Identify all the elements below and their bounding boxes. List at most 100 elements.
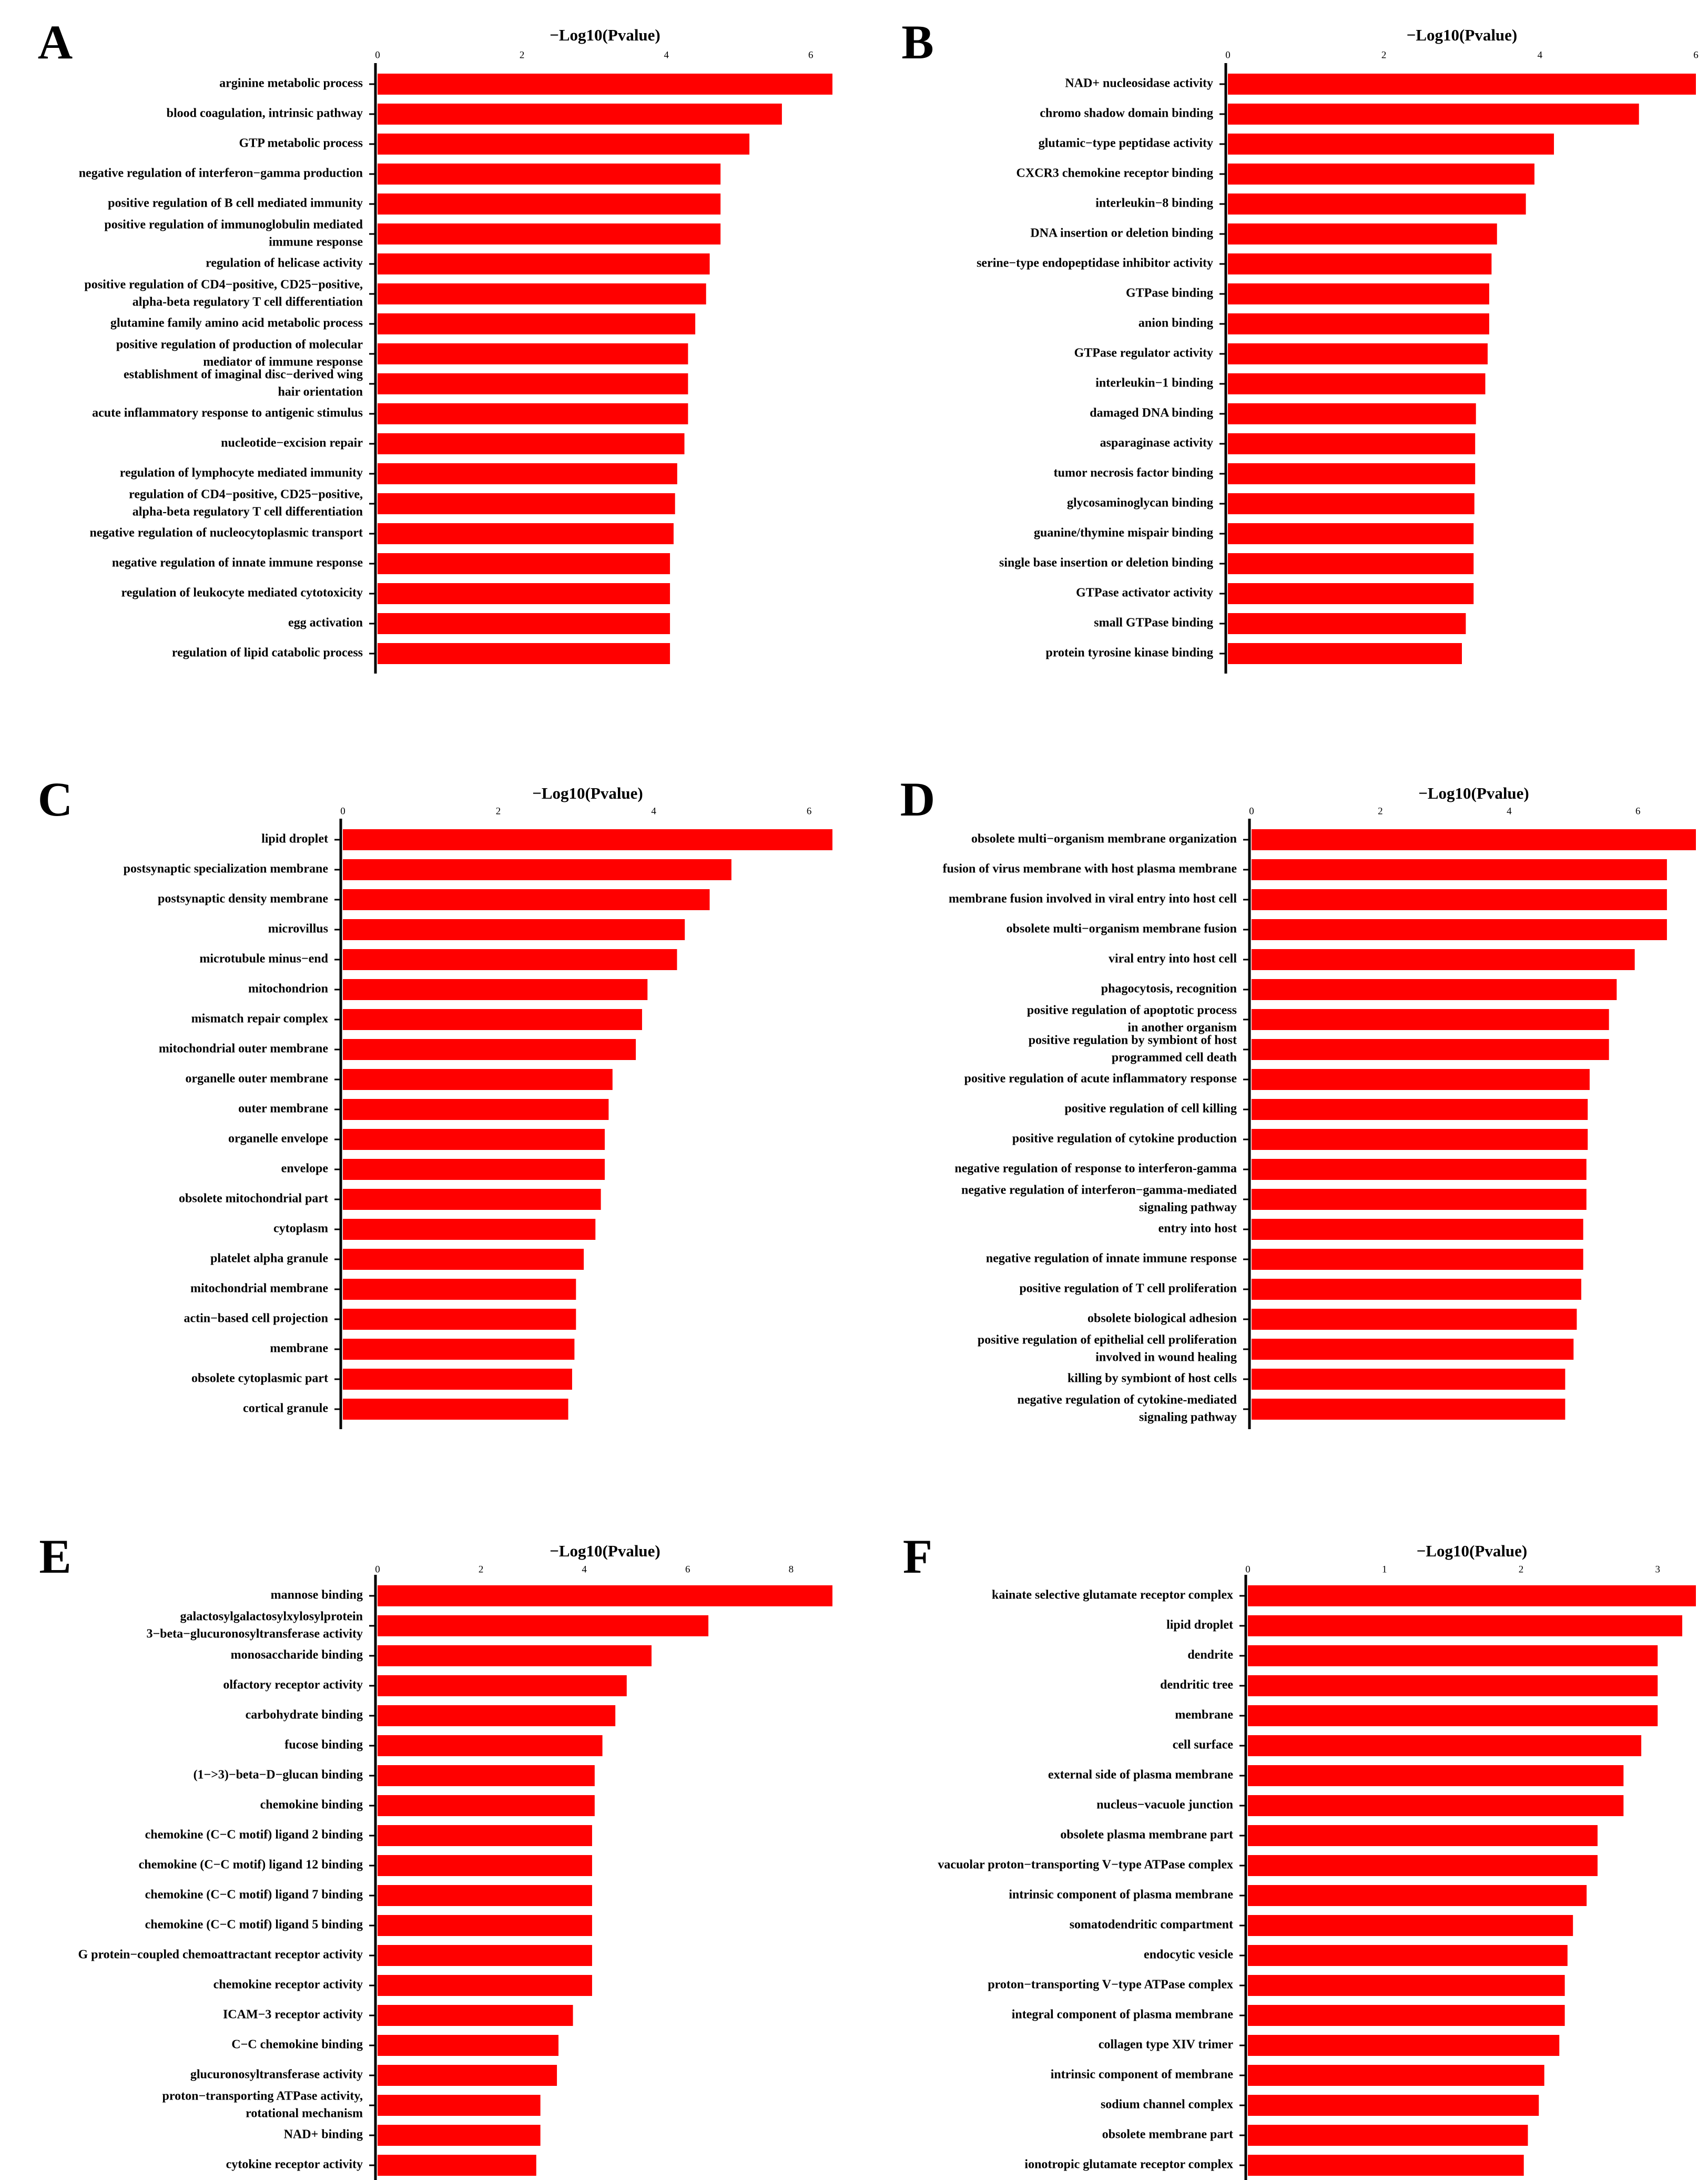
- bar: [343, 859, 731, 880]
- category-label: external side of plasma membrane: [1048, 1768, 1233, 1782]
- bar: [1252, 1009, 1609, 1030]
- category-label: actin−based cell projection: [184, 1312, 328, 1326]
- bar: [343, 1339, 575, 1360]
- category-label: (1−>3)−beta−D−glucan binding: [194, 1768, 363, 1782]
- x-axis-label: −Log10(Pvalue): [1417, 1542, 1528, 1560]
- category-label: regulation of helicase activity: [206, 257, 363, 270]
- x-tick-label: 2: [479, 1564, 484, 1575]
- x-tick-label: 4: [664, 49, 669, 60]
- x-tick-label: 2: [496, 806, 501, 817]
- bar: [378, 283, 706, 304]
- bar: [1252, 1219, 1583, 1240]
- bar: [1228, 523, 1474, 544]
- category-label: chemokine (C−C motif) ligand 7 binding: [145, 1888, 363, 1902]
- x-tick-label: 2: [1519, 1564, 1524, 1575]
- bar: [378, 2125, 541, 2146]
- bar: [1228, 613, 1466, 634]
- category-label: blood coagulation, intrinsic pathway: [167, 107, 363, 120]
- category-label: killing by symbiont of host cells: [1068, 1372, 1237, 1386]
- bar: [1228, 553, 1474, 574]
- category-label: fusion of virus membrane with host plasm…: [943, 862, 1237, 876]
- bar: [1228, 193, 1526, 215]
- category-label: collagen type XIV trimer: [1099, 2038, 1234, 2052]
- category-label: obsolete plasma membrane part: [1060, 1828, 1233, 1842]
- category-label: viral entry into host cell: [1109, 952, 1237, 966]
- category-label: regulation of CD4−positive, CD25−positiv…: [129, 488, 363, 519]
- bar: [378, 493, 675, 514]
- bar: [343, 1279, 576, 1300]
- category-label: G protein−coupled chemoattractant recept…: [78, 1948, 363, 1962]
- category-label: positive regulation of production of mol…: [116, 338, 363, 369]
- bar: [378, 553, 670, 574]
- x-axis-label: −Log10(Pvalue): [1407, 26, 1518, 44]
- category-label: positive regulation of cell killing: [1064, 1102, 1237, 1116]
- category-label: chemokine binding: [260, 1798, 363, 1812]
- panel-letter: A: [38, 15, 73, 69]
- category-label: cell surface: [1173, 1738, 1234, 1752]
- bar: [378, 343, 688, 364]
- category-label: obsolete mitochondrial part: [179, 1192, 328, 1206]
- category-label: vacuolar proton−transporting V−type ATPa…: [938, 1858, 1233, 1872]
- category-label: membrane fusion involved in viral entry …: [949, 892, 1237, 906]
- bar: [378, 433, 685, 454]
- category-label: glutamic−type peptidase activity: [1039, 137, 1213, 150]
- category-label: interleukin−1 binding: [1095, 376, 1213, 390]
- panel-c: C −Log10(Pvalue) 0 2 4 6 lipid droplet postsyna…: [38, 772, 832, 1429]
- bar: [378, 1735, 603, 1756]
- bar: [1248, 2035, 1560, 2056]
- bar: [1252, 1039, 1609, 1060]
- bar: [343, 1159, 605, 1180]
- panel-b: B −Log10(Pvalue) 0 2 4 6 NAD+ nucleosidase act…: [901, 15, 1699, 674]
- category-label: negative regulation of innate immune res…: [112, 556, 363, 570]
- bar: [1248, 1825, 1598, 1846]
- bar: [378, 1765, 595, 1786]
- bar: [378, 1945, 592, 1966]
- bar: [343, 1099, 609, 1120]
- category-label: positive regulation by symbiont of host p…: [1029, 1034, 1237, 1065]
- bar: [1228, 583, 1474, 604]
- bar: [1228, 253, 1492, 274]
- bar: [1228, 74, 1696, 95]
- x-tick-label: 4: [651, 806, 656, 817]
- category-label: outer membrane: [238, 1102, 328, 1116]
- category-label: positive regulation of B cell mediated i…: [108, 197, 363, 210]
- bar: [1248, 1915, 1573, 1936]
- category-label: phagocytosis, recognition: [1101, 982, 1237, 996]
- bar: [343, 1009, 642, 1030]
- category-label: single base insertion or deletion bindin…: [999, 556, 1213, 570]
- category-label: lipid droplet: [261, 832, 328, 846]
- bar: [1252, 829, 1696, 850]
- bar: [1248, 2125, 1528, 2146]
- panel-a: A −Log10(Pvalue) 0 2 4 6 arginine metabolic pr…: [38, 15, 832, 674]
- bar: [378, 463, 677, 484]
- bar: [1228, 283, 1489, 304]
- category-label: proton−transporting V−type ATPase comple…: [988, 1978, 1233, 1992]
- bar: [378, 583, 670, 604]
- bar: [378, 193, 721, 215]
- bar: [378, 1795, 595, 1816]
- category-label: sodium channel complex: [1101, 2098, 1233, 2112]
- panel-letter: B: [901, 15, 933, 69]
- bar: [343, 1399, 568, 1420]
- category-label: dendritic tree: [1160, 1678, 1233, 1692]
- bar: [378, 313, 696, 334]
- bar: [378, 2005, 573, 2026]
- bar: [378, 523, 674, 544]
- category-label: somatodendritic compartment: [1070, 1918, 1233, 1932]
- bar: [378, 1705, 616, 1726]
- category-label: CXCR3 chemokine receptor binding: [1016, 167, 1213, 180]
- category-label: anion binding: [1138, 317, 1213, 330]
- category-label: chemokine (C−C motif) ligand 5 binding: [145, 1918, 363, 1932]
- x-axis-label: −Log10(Pvalue): [532, 784, 643, 802]
- category-label: positive regulation of CD4−positive, CD2…: [84, 278, 363, 309]
- bar: [1248, 1885, 1587, 1906]
- bar: [1252, 1069, 1590, 1090]
- category-label: positive regulation of acute inflammator…: [964, 1072, 1237, 1086]
- bar: [1248, 2065, 1544, 2086]
- bar: [378, 1645, 652, 1666]
- category-label: negative regulation of nucleocytoplasmic…: [89, 526, 363, 540]
- category-label: GTPase binding: [1126, 287, 1213, 300]
- category-label: establishment of imaginal disc−derived w…: [124, 368, 363, 399]
- category-label: integral component of plasma membrane: [1012, 2008, 1234, 2022]
- category-label: organelle outer membrane: [186, 1072, 329, 1086]
